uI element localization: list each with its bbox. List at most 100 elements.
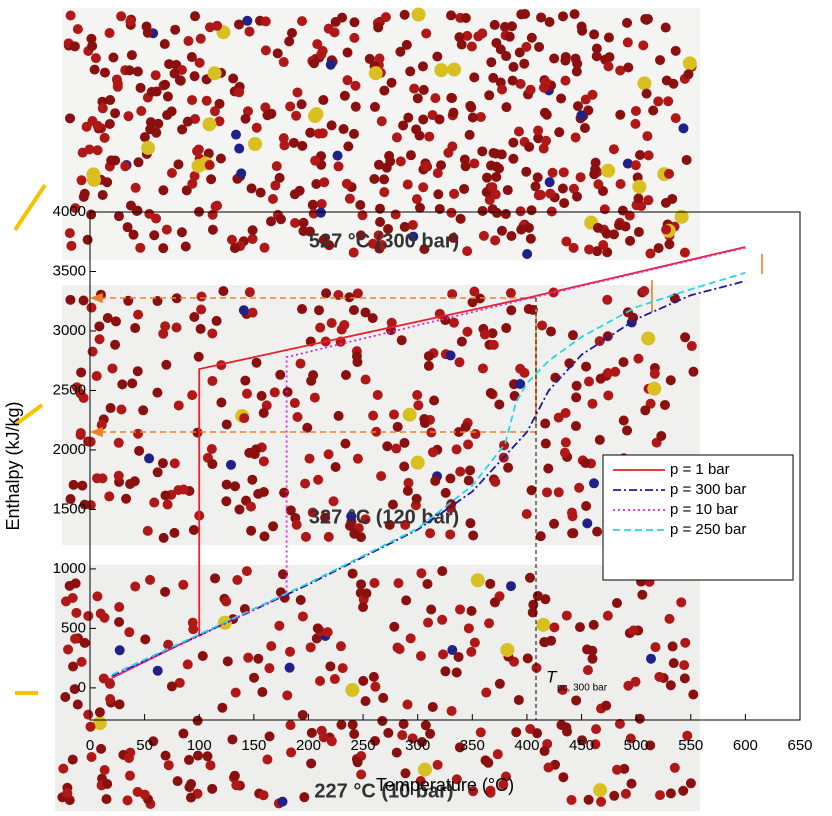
molecule [558, 167, 569, 178]
molecule [460, 422, 471, 433]
molecule [526, 32, 537, 43]
molecule [554, 127, 565, 138]
molecule [85, 436, 96, 447]
molecule [277, 569, 288, 580]
molecule [212, 20, 223, 31]
molecule [192, 750, 203, 761]
molecule [355, 199, 366, 210]
molecule [393, 578, 404, 589]
molecule [630, 160, 641, 171]
molecule [525, 233, 536, 244]
molecule [469, 72, 480, 83]
molecule [485, 785, 496, 796]
molecule [107, 363, 118, 374]
molecule [543, 463, 554, 474]
molecule [261, 400, 272, 411]
molecule [415, 650, 426, 661]
molecule [649, 368, 660, 379]
molecule [266, 641, 277, 652]
molecule [347, 719, 358, 730]
molecule [333, 161, 344, 172]
legend-label: p = 1 bar [670, 461, 730, 478]
molecule [584, 244, 595, 255]
molecule [488, 147, 499, 158]
molecule [146, 86, 157, 97]
molecule [113, 470, 124, 481]
y-tick-label: 2000 [53, 441, 86, 458]
molecule [417, 762, 432, 777]
molecule [423, 617, 434, 628]
molecule [126, 50, 137, 61]
molecule [149, 497, 160, 508]
molecule [240, 113, 251, 124]
molecule [643, 150, 654, 161]
molecule [456, 336, 467, 347]
molecule [588, 478, 599, 489]
y-tick-label: 3000 [53, 322, 86, 339]
molecule [455, 604, 466, 615]
molecule [152, 387, 163, 398]
molecule [602, 610, 613, 621]
molecule [549, 53, 560, 64]
molecule [645, 740, 656, 751]
molecule [624, 210, 635, 221]
molecule [685, 778, 696, 789]
molecule [169, 527, 180, 538]
molecule [410, 455, 425, 470]
molecule [249, 672, 260, 683]
molecule [114, 602, 125, 613]
molecule [462, 30, 473, 41]
molecule [296, 99, 307, 110]
molecule [645, 248, 656, 259]
molecule [532, 590, 543, 601]
x-tick-label: 600 [733, 737, 758, 754]
molecule [158, 243, 169, 254]
molecule [536, 617, 551, 632]
molecule [465, 465, 476, 476]
molecule [595, 373, 606, 384]
molecule [152, 467, 163, 478]
molecule [352, 453, 363, 464]
molecule [189, 170, 200, 181]
molecule [440, 666, 451, 677]
molecule [632, 179, 647, 194]
molecule [284, 662, 295, 673]
molecule [667, 193, 678, 204]
molecule [588, 619, 599, 630]
molecule [546, 635, 557, 646]
x-tick-label: 0 [86, 737, 94, 754]
molecule [590, 739, 601, 750]
molecule [490, 235, 501, 246]
molecule [76, 175, 87, 186]
molecule [663, 96, 674, 107]
molecule [159, 39, 170, 50]
molecule [505, 288, 516, 299]
molecule [318, 95, 329, 106]
molecule [316, 198, 327, 209]
molecule [615, 179, 626, 190]
molecule [299, 792, 310, 803]
molecule [285, 720, 296, 731]
molecule [583, 105, 594, 116]
molecule [434, 114, 445, 125]
molecule [494, 163, 505, 174]
molecule [423, 360, 434, 371]
molecule [207, 459, 218, 470]
molecule [306, 727, 317, 738]
molecule [601, 228, 612, 239]
molecule [515, 78, 526, 89]
molecule [102, 177, 113, 188]
molecule [604, 52, 615, 63]
molecule [101, 794, 112, 805]
molecule [357, 210, 368, 221]
molecule [546, 326, 557, 337]
molecule [180, 241, 191, 252]
molecule [135, 242, 146, 253]
molecule [474, 293, 485, 304]
molecule [500, 771, 511, 782]
y-tick-label: 3500 [53, 262, 86, 279]
molecule [572, 101, 583, 112]
molecule [446, 705, 457, 716]
molecule [161, 359, 172, 370]
molecule [343, 141, 354, 152]
